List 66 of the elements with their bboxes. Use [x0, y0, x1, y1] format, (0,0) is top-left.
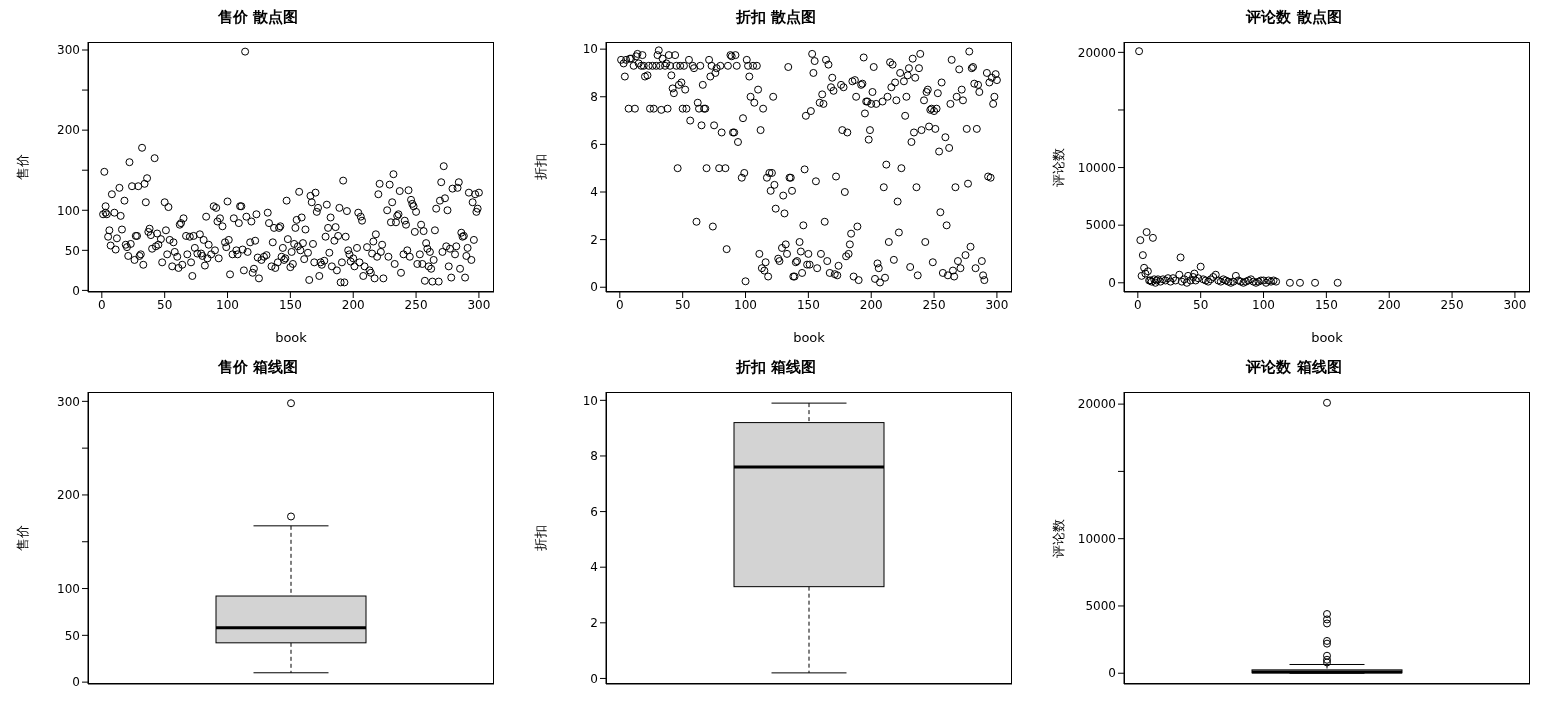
chart-title: 评论数 散点图	[1244, 8, 1343, 28]
y-tick-label: 2	[590, 616, 598, 631]
x-tick-label: 200	[1377, 297, 1401, 312]
y-tick-label: 4	[590, 560, 598, 575]
y-tick-label: 100	[57, 581, 80, 596]
x-tick-label: 100	[734, 297, 757, 312]
x-tick-label: 250	[404, 297, 428, 312]
chart-title: 评论数 箱线图	[1244, 358, 1343, 378]
x-axis-title: book	[275, 330, 308, 345]
y-axis-title: 折扣	[532, 525, 548, 551]
y-tick-label: 300	[57, 394, 80, 409]
x-tick-label: 200	[341, 297, 365, 312]
x-tick-label: 0	[98, 297, 106, 312]
y-tick-label: 8	[590, 449, 598, 464]
x-tick-label: 250	[1440, 297, 1464, 312]
y-tick-label: 0	[590, 280, 598, 295]
x-tick-label: 300	[467, 297, 491, 312]
y-tick-label: 50	[64, 243, 80, 258]
y-axis-title: 售价	[14, 154, 30, 180]
y-tick-label: 100	[57, 203, 80, 218]
y-axis-title: 折扣	[532, 154, 548, 180]
chart-title: 折扣 箱线图	[734, 358, 818, 378]
y-tick-label: 5000	[1085, 599, 1116, 614]
x-tick-label: 0	[1134, 297, 1142, 312]
y-tick-label: 20000	[1077, 45, 1116, 60]
y-tick-label: 10000	[1077, 160, 1116, 175]
x-tick-label: 150	[278, 297, 302, 312]
y-tick-label: 20000	[1077, 397, 1116, 412]
y-tick-label: 0	[72, 675, 80, 690]
y-tick-label: 10000	[1077, 531, 1116, 546]
x-tick-label: 150	[1314, 297, 1338, 312]
x-tick-label: 150	[796, 297, 820, 312]
x-tick-label: 300	[985, 297, 1009, 312]
chart-title: 售价 箱线图	[216, 358, 300, 378]
x-tick-label: 50	[157, 297, 173, 312]
x-tick-label: 50	[1193, 297, 1209, 312]
y-tick-label: 8	[590, 90, 598, 105]
y-axis-title: 售价	[14, 525, 30, 551]
x-axis-title: book	[1311, 330, 1344, 345]
y-tick-label: 10	[582, 393, 598, 408]
x-axis-title: book	[793, 330, 826, 345]
y-tick-label: 6	[590, 137, 598, 152]
y-axis-title: 评论数	[1050, 147, 1066, 187]
x-tick-label: 100	[1252, 297, 1275, 312]
y-tick-label: 0	[1108, 666, 1116, 681]
x-tick-label: 100	[216, 297, 239, 312]
y-tick-label: 0	[1108, 276, 1116, 291]
y-tick-label: 2	[590, 232, 598, 247]
y-tick-label: 5000	[1085, 218, 1116, 233]
y-tick-label: 50	[64, 628, 80, 643]
x-tick-label: 0	[616, 297, 624, 312]
y-tick-label: 200	[57, 488, 80, 503]
x-tick-label: 250	[922, 297, 946, 312]
y-tick-label: 10	[582, 42, 598, 57]
chart-title: 折扣 散点图	[734, 8, 818, 28]
x-tick-label: 50	[675, 297, 691, 312]
y-tick-label: 200	[57, 123, 80, 138]
y-axis-title: 评论数	[1050, 518, 1066, 558]
y-tick-label: 0	[72, 283, 80, 298]
y-tick-label: 6	[590, 504, 598, 519]
x-tick-label: 300	[1503, 297, 1527, 312]
y-tick-label: 0	[590, 671, 598, 686]
y-tick-label: 4	[590, 185, 598, 200]
x-tick-label: 200	[859, 297, 883, 312]
chart-title: 售价 散点图	[216, 8, 300, 28]
y-tick-label: 300	[57, 43, 80, 58]
